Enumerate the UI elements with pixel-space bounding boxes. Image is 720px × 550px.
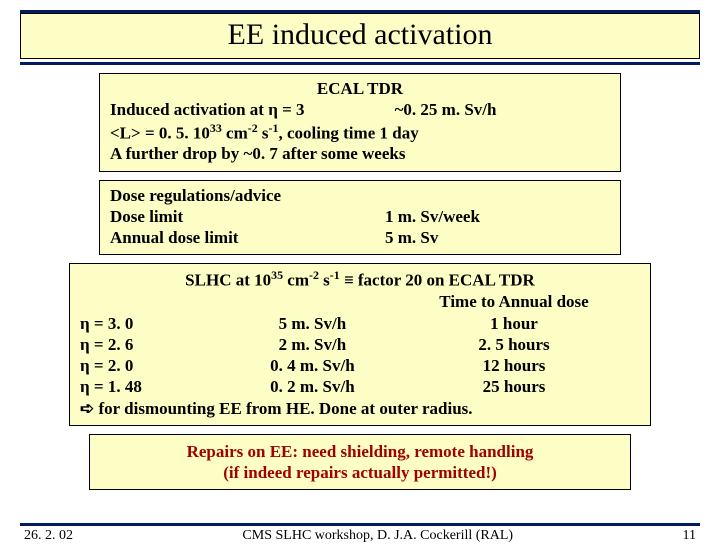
rate-cell: 0. 4 m. Sv/h [237, 355, 388, 376]
table-row: η = 1. 480. 2 m. Sv/h25 hours [80, 376, 640, 397]
t: SLHC at 10 [185, 271, 271, 290]
slhc-rows: η = 3. 05 m. Sv/h1 hourη = 2. 62 m. Sv/h… [80, 313, 640, 398]
ecal-line3: A further drop by ~0. 7 after some weeks [110, 143, 610, 164]
rate-cell: 5 m. Sv/h [237, 313, 388, 334]
eta-cell: η = 2. 0 [80, 355, 237, 376]
t: for dismounting EE from HE. Done at oute… [94, 399, 472, 418]
footer: 26. 2. 02 CMS SLHC workshop, D. J.A. Coc… [0, 523, 720, 544]
slhc-head: SLHC at 1035 cm-2 s-1 ≡ factor 20 on ECA… [80, 268, 640, 291]
ecal-tdr-box: ECAL TDR Induced activation at η = 3 ~0. … [99, 73, 621, 172]
eta-cell: η = 2. 6 [80, 334, 237, 355]
sup: 33 [210, 121, 222, 135]
footer-center: CMS SLHC workshop, D. J.A. Cockerill (RA… [242, 528, 513, 544]
table-row: η = 3. 05 m. Sv/h1 hour [80, 313, 640, 334]
table-row: η = 2. 62 m. Sv/h2. 5 hours [80, 334, 640, 355]
slide-title: EE induced activation [20, 13, 700, 59]
eta-cell: η = 3. 0 [80, 313, 237, 334]
t: cm [222, 123, 248, 142]
repairs-l2: (if indeed repairs actually permitted!) [100, 462, 620, 483]
rate-cell: 2 m. Sv/h [237, 334, 388, 355]
sup: 35 [271, 268, 283, 282]
t: cm [283, 271, 309, 290]
dose-row1: Dose limit 1 m. Sv/week [110, 206, 610, 227]
footer-row: 26. 2. 02 CMS SLHC workshop, D. J.A. Coc… [0, 528, 720, 544]
dose-l1: Dose regulations/advice [110, 185, 610, 206]
t: Dose limit [110, 206, 385, 227]
table-row: η = 2. 00. 4 m. Sv/h12 hours [80, 355, 640, 376]
sup: -1 [269, 121, 279, 135]
t: s [319, 271, 330, 290]
sup: -2 [248, 121, 258, 135]
t: , cooling time 1 day [278, 123, 418, 142]
ecal-line2: <L> = 0. 5. 1033 cm-2 s-1, cooling time … [110, 121, 610, 144]
t: Annual dose limit [110, 227, 385, 248]
ecal-line1: Induced activation at η = 3 ~0. 25 m. Sv/… [110, 99, 610, 120]
t: Induced activation at [110, 100, 268, 119]
footer-page: 11 [683, 528, 696, 544]
arrow-icon: ➪ [80, 399, 94, 418]
t: s [258, 123, 269, 142]
rate-cell: 0. 2 m. Sv/h [237, 376, 388, 397]
slhc-box: SLHC at 1035 cm-2 s-1 ≡ factor 20 on ECA… [69, 263, 651, 425]
slhc-subhead: Time to Annual dose [388, 291, 640, 312]
footer-rule [20, 523, 700, 526]
slhc-foot: ➪ for dismounting EE from HE. Done at ou… [80, 398, 640, 419]
slhc-subhead-row: Time to Annual dose [80, 291, 640, 312]
title-band: EE induced activation [20, 10, 700, 65]
t: ≡ factor 20 on ECAL TDR [340, 271, 535, 290]
t: ~0. 25 m. Sv/h [395, 100, 497, 119]
ecal-tdr-heading: ECAL TDR [110, 78, 610, 99]
time-cell: 1 hour [388, 313, 640, 334]
time-cell: 2. 5 hours [388, 334, 640, 355]
eta-cell: η = 1. 48 [80, 376, 237, 397]
dose-row2: Annual dose limit 5 m. Sv [110, 227, 610, 248]
t: 5 m. Sv [385, 227, 610, 248]
sup: -2 [309, 268, 319, 282]
t: = 3 [278, 100, 305, 119]
dose-reg-box: Dose regulations/advice Dose limit 1 m. … [99, 180, 621, 256]
eta-glyph: η [268, 100, 278, 119]
time-cell: 25 hours [388, 376, 640, 397]
repairs-l1: Repairs on EE: need shielding, remote ha… [100, 441, 620, 462]
t: 1 m. Sv/week [385, 206, 610, 227]
title-rule-bottom [20, 62, 700, 65]
t: <L> = 0. 5. 10 [110, 123, 210, 142]
footer-date: 26. 2. 02 [24, 528, 73, 544]
content-area: ECAL TDR Induced activation at η = 3 ~0. … [20, 73, 700, 490]
sup: -1 [330, 268, 340, 282]
repairs-box: Repairs on EE: need shielding, remote ha… [89, 434, 631, 491]
time-cell: 12 hours [388, 355, 640, 376]
